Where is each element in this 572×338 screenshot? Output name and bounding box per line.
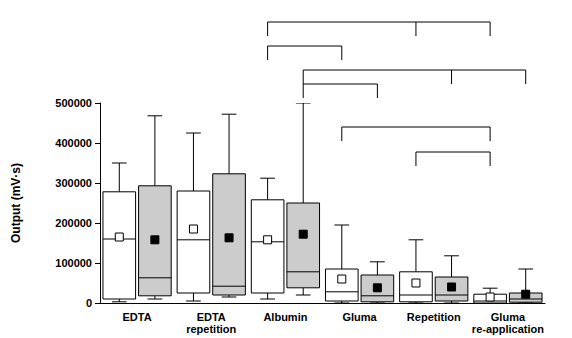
svg-text:400000: 400000 xyxy=(55,137,92,149)
svg-text:300000: 300000 xyxy=(55,177,92,189)
svg-text:500000: 500000 xyxy=(55,97,92,109)
svg-text:100000: 100000 xyxy=(55,257,92,269)
svg-text:Output (mV·s): Output (mV·s) xyxy=(9,163,23,243)
svg-text:EDTA: EDTA xyxy=(197,311,226,323)
svg-text:200000: 200000 xyxy=(55,217,92,229)
svg-text:repetition: repetition xyxy=(186,323,236,335)
svg-text:Albumin: Albumin xyxy=(263,311,307,323)
svg-text:EDTA: EDTA xyxy=(123,311,152,323)
svg-text:re-application: re-application xyxy=(472,323,544,335)
svg-text:Gluma: Gluma xyxy=(491,311,526,323)
svg-text:0: 0 xyxy=(86,297,92,309)
svg-text:Repetition: Repetition xyxy=(407,311,461,323)
svg-text:Gluma: Gluma xyxy=(342,311,377,323)
